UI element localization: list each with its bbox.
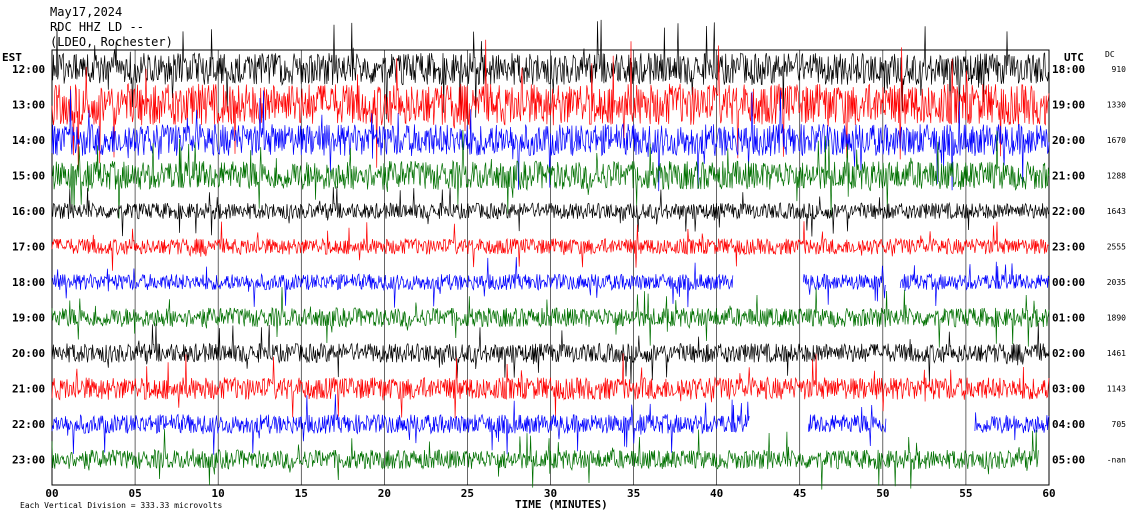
x-tick-label: 05: [128, 487, 141, 500]
x-tick-label: 30: [544, 487, 557, 500]
utc-hour-label: 23:00: [1052, 241, 1085, 254]
seismic-trace-row: [51, 129, 1050, 219]
trace-group: [51, 19, 1050, 490]
x-tick-label: 10: [212, 487, 225, 500]
est-hour-label: 23:00: [12, 454, 45, 467]
est-hour-label: 13:00: [12, 99, 45, 112]
x-tick-label: 40: [710, 487, 723, 500]
dc-value-label: 1330: [1107, 101, 1126, 110]
utc-hour-label: 21:00: [1052, 170, 1085, 183]
utc-axis-label: UTC: [1064, 51, 1084, 64]
utc-hour-label: 22:00: [1052, 205, 1085, 218]
seismic-trace-row: [51, 323, 1050, 384]
dc-value-label: -nan: [1107, 456, 1126, 465]
x-tick-labels: 00 05 10 15 20 25 30 35 40 45 50 55 60: [45, 487, 1055, 500]
est-hour-label: 18:00: [12, 276, 45, 289]
est-hour-label: 22:00: [12, 418, 45, 431]
est-hour-label: 15:00: [12, 170, 45, 183]
utc-hour-label: 05:00: [1052, 454, 1085, 467]
seismic-trace-row: [51, 19, 1050, 120]
utc-hour-label: 18:00: [1052, 63, 1085, 76]
dc-value-label: 1288: [1107, 172, 1126, 181]
right-hour-labels: 18:00 19:00 20:00 21:00 22:00 23:00 00:00 01:00…: [1052, 63, 1085, 467]
location-label: (LDEO, Rochester): [50, 35, 173, 49]
x-tick-label: 35: [627, 487, 640, 500]
est-hour-label: 21:00: [12, 383, 45, 396]
left-hour-labels: 12:00 13:00 14:00 15:00 16:00 17:00 18:00 19:00…: [12, 63, 45, 467]
est-hour-label: 20:00: [12, 347, 45, 360]
dc-value-label: 1890: [1107, 314, 1126, 323]
seismic-trace-row: [51, 186, 1050, 237]
x-tick-label: 45: [793, 487, 806, 500]
est-hour-label: 16:00: [12, 205, 45, 218]
dc-value-label: 2035: [1107, 278, 1126, 287]
dc-value-labels: 910 1330 1670 1288 1643 2555 2035 1890 1461 1143 7…: [1107, 65, 1126, 465]
dc-value-label: 1143: [1107, 385, 1126, 394]
utc-hour-label: 03:00: [1052, 383, 1085, 396]
seismic-trace-row: [51, 429, 1039, 490]
dc-value-label: 910: [1112, 65, 1127, 74]
x-tick-label: 00: [45, 487, 58, 500]
scale-note: Each Vertical Division = 333.33 microvol…: [20, 501, 222, 510]
seismic-trace-row: [51, 39, 1050, 171]
seismic-trace-row: [51, 353, 1050, 419]
dc-value-label: 1461: [1107, 349, 1126, 358]
x-tick-label: 25: [461, 487, 474, 500]
date-title: May17,2024: [50, 5, 122, 19]
est-hour-label: 14:00: [12, 134, 45, 147]
utc-hour-label: 20:00: [1052, 134, 1085, 147]
dc-column-label: DC: [1105, 50, 1115, 59]
est-hour-label: 12:00: [12, 63, 45, 76]
x-tick-label: 15: [295, 487, 308, 500]
x-axis-label: TIME (MINUTES): [515, 498, 608, 511]
dc-value-label: 1643: [1107, 207, 1126, 216]
utc-hour-label: 02:00: [1052, 347, 1085, 360]
utc-hour-label: 19:00: [1052, 99, 1085, 112]
dc-value-label: 2555: [1107, 243, 1126, 252]
dc-value-label: 1670: [1107, 136, 1126, 145]
x-tick-label: 60: [1042, 487, 1055, 500]
minute-grid: [51, 50, 1050, 485]
seismic-trace-row: [51, 394, 1050, 455]
utc-hour-label: 04:00: [1052, 418, 1085, 431]
seismic-trace-row: [51, 257, 1050, 308]
dc-value-label: 705: [1112, 420, 1127, 429]
x-tick-label: 55: [959, 487, 972, 500]
seismic-trace-row: [51, 221, 1050, 271]
est-hour-label: 17:00: [12, 241, 45, 254]
est-axis-label: EST: [2, 51, 22, 64]
seismic-trace-row: [51, 89, 1050, 192]
x-tick-label: 20: [378, 487, 391, 500]
station-label: RDC HHZ LD --: [50, 20, 144, 34]
seismic-trace-row: [51, 287, 1050, 348]
x-tick-label: 50: [876, 487, 889, 500]
utc-hour-label: 01:00: [1052, 312, 1085, 325]
utc-hour-label: 00:00: [1052, 276, 1085, 289]
est-hour-label: 19:00: [12, 312, 45, 325]
